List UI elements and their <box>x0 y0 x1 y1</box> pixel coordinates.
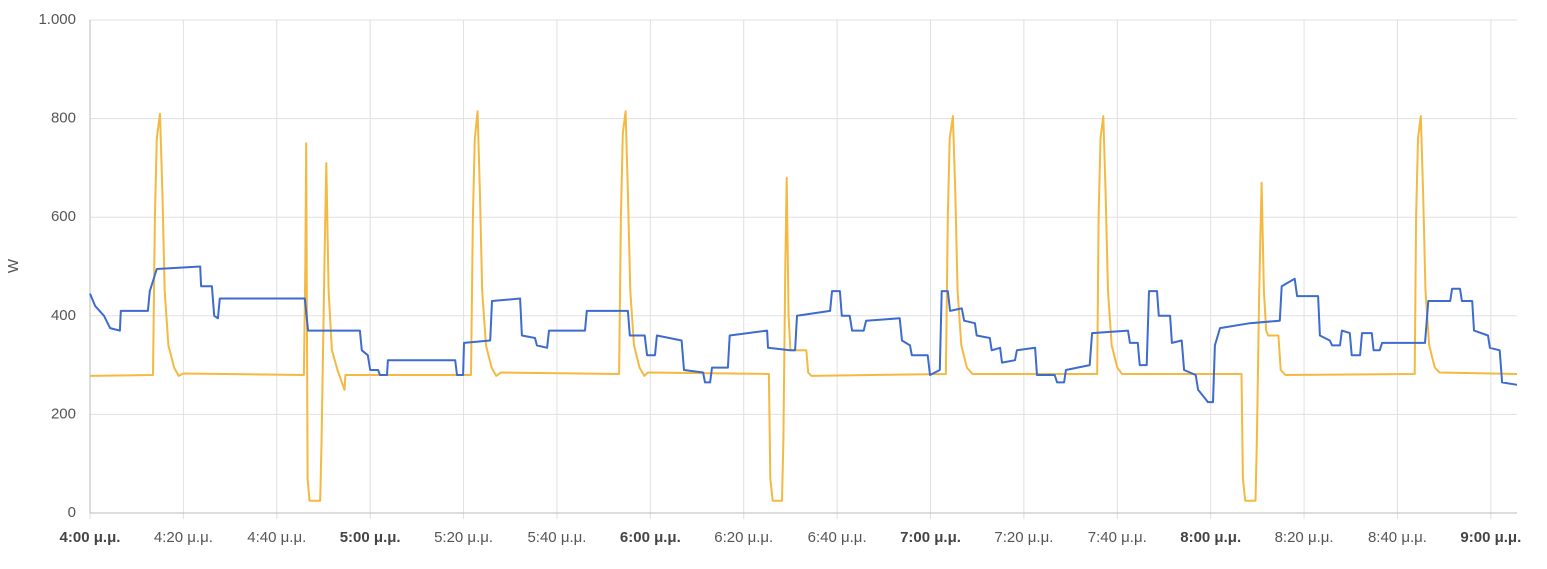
x-tick-label: 8:20 μ.μ. <box>1275 529 1334 546</box>
y-tick-label: 0 <box>68 504 76 521</box>
x-tick-label: 5:40 μ.μ. <box>527 529 586 546</box>
x-tick-label: 4:40 μ.μ. <box>247 529 306 546</box>
x-tick-label: 7:20 μ.μ. <box>994 529 1053 546</box>
x-tick-label: 4:20 μ.μ. <box>154 529 213 546</box>
y-tick-label: 200 <box>51 405 76 422</box>
x-tick-label: 8:00 μ.μ. <box>1180 529 1241 546</box>
x-tick-label: 7:00 μ.μ. <box>900 529 961 546</box>
y-tick-label: 1.000 <box>38 11 76 28</box>
x-tick-label: 8:40 μ.μ. <box>1368 529 1427 546</box>
x-tick-label: 9:00 μ.μ. <box>1460 529 1521 546</box>
y-axis-label: W <box>5 258 22 273</box>
y-tick-label: 800 <box>51 110 76 127</box>
x-tick-label: 6:20 μ.μ. <box>714 529 773 546</box>
x-tick-label: 4:00 μ.μ. <box>60 529 121 546</box>
x-tick-label: 6:00 μ.μ. <box>620 529 681 546</box>
line-series <box>89 110 1518 502</box>
x-tick-label: 6:40 μ.μ. <box>808 529 867 546</box>
line-series <box>89 265 1518 404</box>
x-tick-label: 7:40 μ.μ. <box>1088 529 1147 546</box>
y-tick-label: 600 <box>51 208 76 225</box>
x-tick-label: 5:00 μ.μ. <box>340 529 401 546</box>
y-tick-label: 400 <box>51 307 76 324</box>
x-tick-label: 5:20 μ.μ. <box>434 529 493 546</box>
